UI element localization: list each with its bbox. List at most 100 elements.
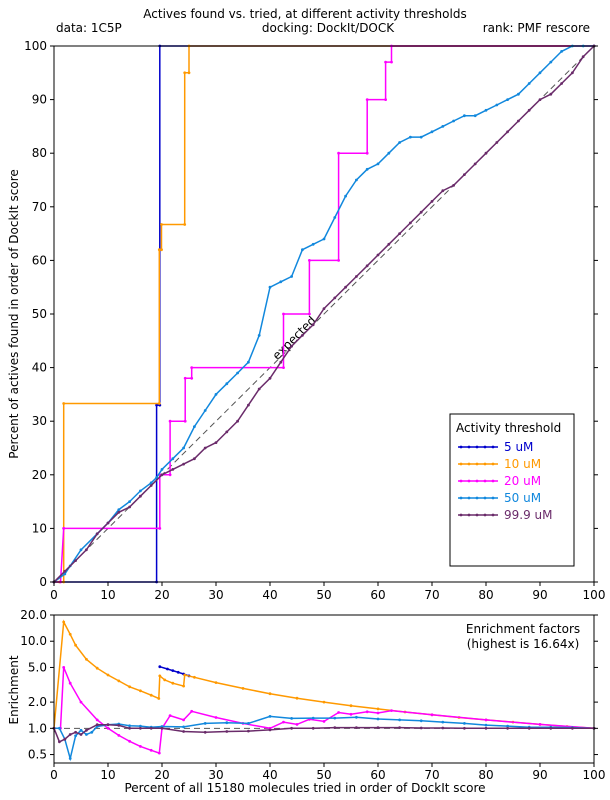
top-series-point [452, 119, 455, 123]
top-series-point [193, 457, 196, 461]
legend-swatch-point [475, 445, 479, 449]
bottom-plot: 0.5 1.0 2.0 5.0 10.0 20.0 0 10 20 30 40 50 60 70 80 90 1… [7, 608, 605, 795]
bottom-series-point [282, 720, 285, 724]
bottom-x-tick-label: 60 [370, 768, 385, 782]
bottom-series-point [79, 700, 83, 704]
bottom-series-point [149, 693, 153, 697]
top-series-point [183, 71, 187, 75]
legend-swatch-point [459, 513, 463, 517]
top-series-point [160, 248, 163, 252]
legend-swatch-point [467, 445, 471, 449]
bottom-series-point [106, 723, 110, 727]
bottom-series-point [85, 733, 88, 736]
bottom-series-point [463, 722, 466, 725]
chart-title: Actives found vs. tried, at different ac… [143, 7, 466, 21]
bottom-series-point [95, 718, 99, 722]
top-y-tick-label: 10 [32, 521, 47, 535]
top-x-tick-label: 30 [208, 588, 223, 602]
top-series-point [560, 82, 563, 85]
top-series-point [157, 402, 161, 405]
bottom-series-point [419, 719, 423, 723]
legend-swatch-point [483, 445, 487, 449]
top-series-point [473, 162, 477, 166]
top-series-point [203, 446, 207, 450]
top-series-point [398, 141, 401, 144]
top-series-point [452, 184, 455, 187]
top-series-point [160, 223, 163, 226]
top-series-point [398, 232, 401, 236]
bottom-series-point [322, 700, 326, 704]
top-series-point [282, 312, 285, 316]
top-series-point [365, 98, 369, 101]
bottom-series-point [74, 734, 77, 738]
top-series-point [387, 242, 391, 246]
bottom-series-point [68, 632, 72, 636]
bottom-series-point [149, 726, 153, 730]
top-series-point [384, 98, 387, 101]
top-series-point [538, 71, 542, 75]
bottom-series-point [117, 724, 121, 727]
top-series-line [54, 45, 594, 583]
top-series-point [571, 71, 574, 75]
top-series-point [182, 462, 186, 466]
bottom-series-point [463, 726, 466, 730]
bottom-series-point [506, 724, 509, 728]
bottom-series-point [290, 726, 293, 730]
top-series-point [311, 242, 315, 246]
legend-swatch-point [459, 496, 463, 500]
top-series-point [155, 476, 159, 479]
bottom-series-point [62, 666, 66, 669]
top-series-point [517, 119, 520, 123]
bottom-series-point [225, 730, 229, 733]
bottom-series-point [157, 697, 161, 700]
bottom-series-point [295, 723, 299, 726]
top-series-point [182, 446, 186, 450]
legend-label: 50 uM [504, 491, 541, 505]
top-series-point [365, 167, 369, 171]
bottom-plot-ticks: 0.5 1.0 2.0 5.0 10.0 20.0 0 10 20 30 40 50 60 70 80 90 1… [20, 608, 605, 782]
bottom-series-point [337, 711, 340, 714]
top-series-point [183, 419, 187, 423]
top-y-tick-label: 70 [32, 200, 47, 214]
bottom-series-point [311, 726, 315, 730]
bottom-series-point [58, 726, 61, 730]
top-y-tick-label: 0 [39, 575, 47, 589]
bottom-series-point [139, 724, 142, 728]
top-series-point [117, 510, 121, 514]
bottom-series-point [214, 681, 218, 684]
bottom-series-point [193, 675, 196, 679]
top-series-point [257, 334, 261, 337]
top-series-point [236, 419, 240, 423]
bottom-y-tick-label: 10.0 [20, 634, 47, 648]
bottom-series-point [106, 726, 110, 730]
bottom-series-point [183, 673, 187, 677]
enrichment-subtitle: (highest is 16.64x) [467, 637, 580, 651]
bottom-series-point [355, 726, 358, 729]
bottom-series-point [62, 620, 66, 624]
top-series-point [63, 569, 67, 573]
top-series-point [308, 259, 311, 262]
bottom-series-point [176, 670, 180, 674]
legend-swatch-point [475, 479, 479, 483]
bottom-series-point [322, 720, 326, 723]
top-series-point [419, 210, 423, 214]
top-series-point [203, 409, 207, 412]
top-series-point [355, 178, 358, 182]
top-series-point [62, 527, 66, 530]
top-y-tick-label: 20 [32, 468, 47, 482]
bottom-series-point [117, 679, 121, 683]
top-series-point [183, 376, 187, 380]
legend-label: 20 uM [504, 474, 541, 488]
top-y-tick-label: 100 [24, 39, 47, 53]
legend-swatch-point [467, 513, 471, 517]
bottom-series-point [139, 689, 142, 693]
bottom-series-point [247, 729, 250, 733]
bottom-series-point [398, 718, 401, 722]
bottom-series-point [290, 717, 293, 720]
top-series-point [430, 130, 434, 134]
bottom-x-tick-label: 100 [583, 768, 606, 782]
top-series-point [463, 114, 466, 118]
top-series-point [301, 334, 304, 337]
bottom-series-point [139, 745, 142, 748]
top-series-point [322, 237, 326, 241]
